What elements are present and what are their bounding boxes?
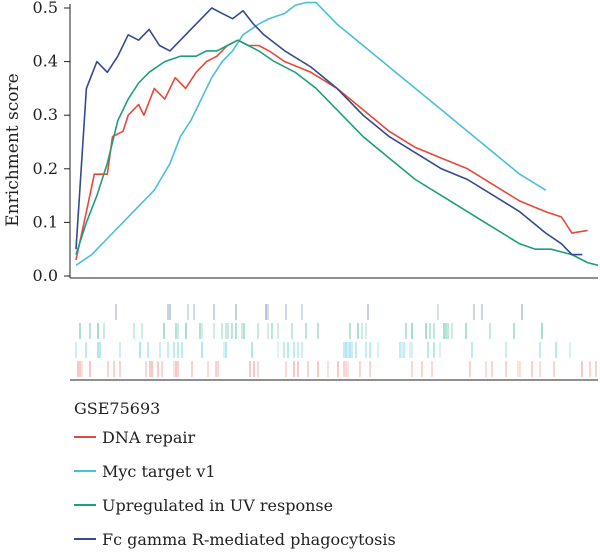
legend-title: GSE75693 [74, 399, 161, 418]
legend-swatch [74, 470, 96, 472]
y-axis-label: Enrichment score [3, 73, 23, 226]
legend: GSE75693 DNA repair Myc target v1 Upregu… [74, 398, 396, 556]
legend-item: Fc gamma R-mediated phagocytosis [74, 522, 396, 556]
legend-label: Upregulated in UV response [102, 495, 334, 515]
series-line-myc-target-v1 [75, 1, 547, 266]
y-tick-label: 0.4 [33, 52, 58, 71]
y-tick-label: 0.2 [33, 159, 58, 178]
legend-item: Myc target v1 [74, 454, 396, 488]
y-tick-label: 0.3 [33, 105, 58, 124]
y-ticks: 0.0 0.1 0.2 0.3 0.4 0.5 [33, 0, 70, 285]
axes: 0.0 0.1 0.2 0.3 0.4 0.5 Enrichment score [3, 0, 598, 285]
legend-label: DNA repair [102, 427, 196, 447]
series-line-dna-repair [75, 39, 588, 261]
y-tick-label: 0.0 [33, 266, 58, 285]
legend-swatch [74, 504, 96, 506]
enrichment-chart: 0.0 0.1 0.2 0.3 0.4 0.5 Enrichment score [3, 0, 599, 381]
series-line-fc-gamma-r-mediated-phagocytosis [75, 7, 583, 256]
legend-item: Upregulated in UV response [74, 488, 396, 522]
hit-tracks [75, 304, 597, 377]
legend-swatch [74, 538, 96, 540]
legend-swatch [74, 436, 96, 438]
series-line-upregulated-in-uv-response [75, 39, 599, 267]
series-lines [75, 1, 599, 267]
y-tick-label: 0.5 [33, 0, 58, 17]
legend-label: Myc target v1 [102, 461, 216, 481]
legend-label: Fc gamma R-mediated phagocytosis [102, 529, 396, 549]
y-tick-label: 0.1 [33, 212, 58, 231]
legend-item: DNA repair [74, 420, 396, 454]
